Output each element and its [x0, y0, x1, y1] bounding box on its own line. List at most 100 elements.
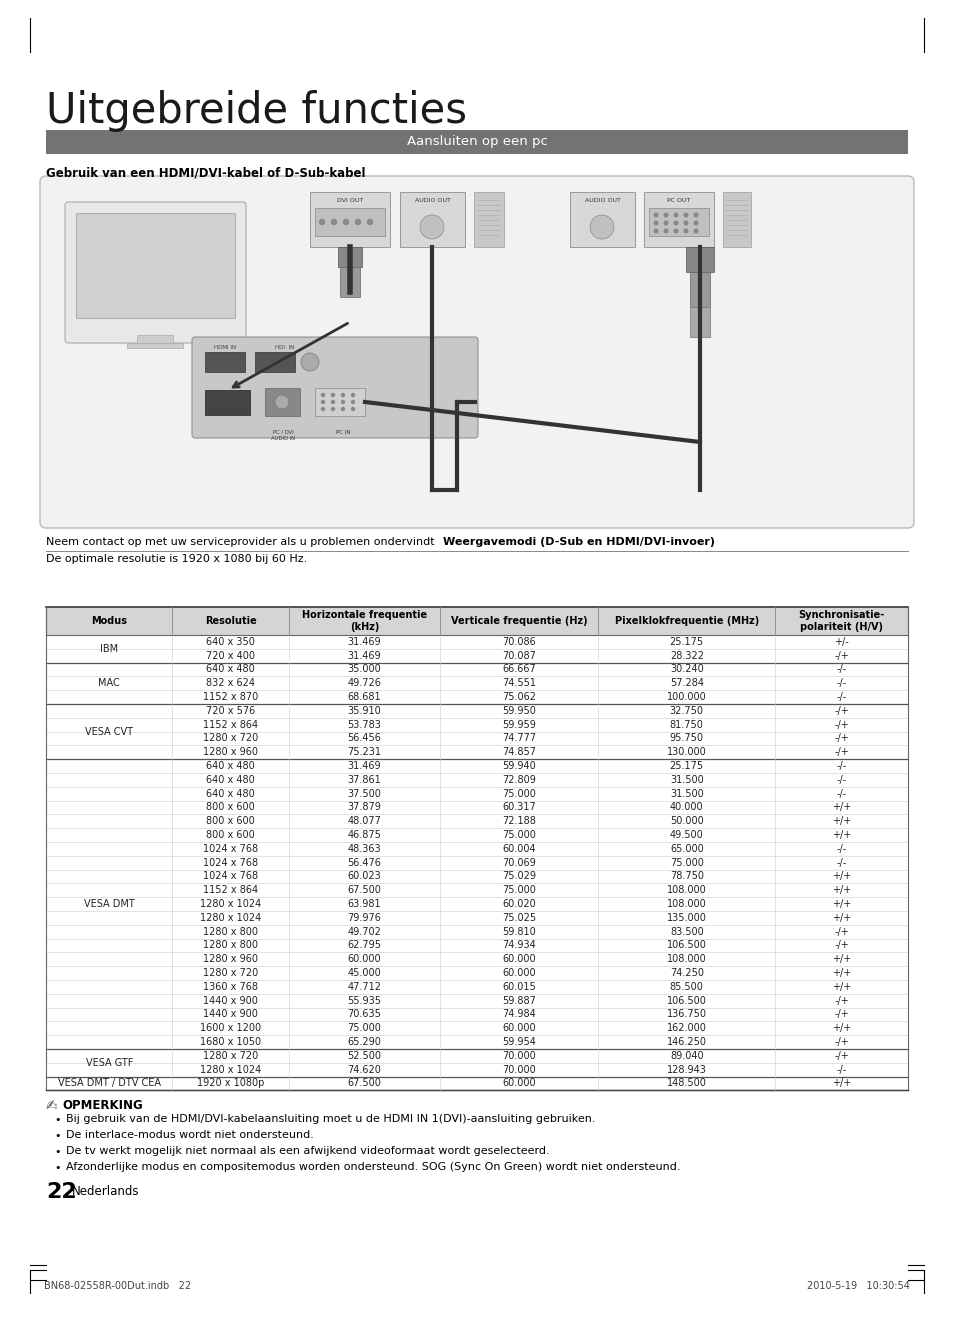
Text: ✍: ✍	[46, 1098, 57, 1112]
Text: 45.000: 45.000	[347, 968, 381, 978]
Text: 59.954: 59.954	[502, 1037, 536, 1048]
Bar	[46, 732, 907, 745]
Text: 47.712: 47.712	[347, 982, 381, 992]
Text: -/-: -/-	[836, 761, 846, 771]
Text: 53.783: 53.783	[347, 720, 381, 729]
Text: 1280 x 800: 1280 x 800	[203, 927, 257, 937]
Bar	[46, 1049, 907, 1063]
Circle shape	[319, 219, 324, 225]
Text: 66.667: 66.667	[502, 664, 536, 675]
Text: 52.500: 52.500	[347, 1052, 381, 1061]
Text: +/+: +/+	[831, 900, 850, 909]
Text: 31.469: 31.469	[347, 637, 381, 647]
Text: 640 x 350: 640 x 350	[206, 637, 254, 647]
Circle shape	[341, 407, 344, 411]
Text: 640 x 480: 640 x 480	[206, 664, 254, 675]
Text: +/+: +/+	[831, 968, 850, 978]
Text: 57.284: 57.284	[669, 678, 703, 688]
Bar	[46, 828, 907, 841]
Text: Nederlands: Nederlands	[71, 1185, 139, 1198]
Text: 74.934: 74.934	[502, 941, 536, 951]
Text: 59.950: 59.950	[502, 705, 536, 716]
Text: PC / DVI
AUDIO IN: PC / DVI AUDIO IN	[271, 431, 294, 441]
Text: VESA DMT: VESA DMT	[84, 900, 134, 909]
Text: VESA GTF: VESA GTF	[86, 1058, 132, 1067]
Bar	[46, 856, 907, 869]
Circle shape	[663, 213, 667, 217]
Circle shape	[674, 230, 677, 232]
Text: 1280 x 720: 1280 x 720	[203, 1052, 258, 1061]
Circle shape	[683, 221, 687, 225]
Bar	[46, 815, 907, 828]
Text: Bij gebruik van de HDMI/DVI-kabelaansluiting moet u de HDMI IN 1(DVI)-aansluitin: Bij gebruik van de HDMI/DVI-kabelaanslui…	[66, 1115, 595, 1124]
Bar	[46, 1008, 907, 1021]
Circle shape	[367, 219, 372, 225]
Circle shape	[683, 213, 687, 217]
Bar	[310, 192, 390, 247]
Text: 67.500: 67.500	[347, 1078, 381, 1089]
Text: OPMERKING: OPMERKING	[62, 1099, 143, 1112]
Text: 60.000: 60.000	[347, 954, 381, 964]
Text: 1280 x 720: 1280 x 720	[203, 968, 258, 978]
Circle shape	[351, 394, 355, 396]
Text: 70.069: 70.069	[502, 857, 536, 868]
Bar	[46, 787, 907, 801]
Text: Horizontale frequentie
(kHz): Horizontale frequentie (kHz)	[302, 610, 427, 631]
Bar	[314, 388, 365, 416]
Bar	[46, 897, 907, 911]
Circle shape	[694, 213, 697, 217]
Text: 72.809: 72.809	[502, 775, 536, 785]
Text: 31.500: 31.500	[669, 775, 703, 785]
Text: Pixelklokfrequentie (MHz): Pixelklokfrequentie (MHz)	[614, 616, 759, 626]
Bar	[474, 192, 503, 247]
Text: 37.500: 37.500	[347, 789, 381, 799]
Circle shape	[694, 221, 697, 225]
Bar	[46, 663, 907, 676]
Bar	[137, 336, 172, 343]
Text: 70.000: 70.000	[502, 1052, 536, 1061]
Bar	[569, 192, 635, 247]
Text: 75.000: 75.000	[502, 885, 536, 896]
Circle shape	[694, 230, 697, 232]
Bar	[46, 801, 907, 815]
Text: 70.087: 70.087	[502, 651, 536, 660]
Text: 60.020: 60.020	[502, 900, 536, 909]
Text: 1280 x 1024: 1280 x 1024	[200, 900, 261, 909]
Circle shape	[654, 230, 658, 232]
Text: 25.175: 25.175	[669, 637, 703, 647]
Text: 74.551: 74.551	[502, 678, 536, 688]
Text: 37.879: 37.879	[347, 802, 381, 812]
Text: 1920 x 1080p: 1920 x 1080p	[196, 1078, 264, 1089]
Circle shape	[331, 407, 335, 411]
Text: -/-: -/-	[836, 857, 846, 868]
Text: HDMI IN: HDMI IN	[213, 345, 235, 350]
Text: 56.456: 56.456	[347, 733, 381, 744]
Text: 37.861: 37.861	[347, 775, 381, 785]
Text: 1280 x 960: 1280 x 960	[203, 954, 257, 964]
Text: -/-: -/-	[836, 1065, 846, 1075]
Text: 67.500: 67.500	[347, 885, 381, 896]
Text: +/+: +/+	[831, 885, 850, 896]
Text: Modus: Modus	[91, 616, 127, 626]
Bar	[46, 1077, 907, 1090]
Bar	[46, 129, 907, 155]
Bar	[689, 272, 709, 306]
Text: Synchronisatie-
polariteit (H/V): Synchronisatie- polariteit (H/V)	[798, 610, 883, 631]
Text: 60.000: 60.000	[502, 1024, 536, 1033]
Text: 59.940: 59.940	[502, 761, 536, 771]
Text: 800 x 600: 800 x 600	[206, 802, 254, 812]
Bar	[643, 192, 713, 247]
Bar	[254, 351, 294, 373]
Text: 32.750: 32.750	[669, 705, 703, 716]
Circle shape	[341, 400, 344, 403]
Text: 148.500: 148.500	[666, 1078, 706, 1089]
Bar	[76, 213, 234, 318]
Bar	[339, 267, 359, 297]
Text: 146.250: 146.250	[666, 1037, 706, 1048]
Text: +/+: +/+	[831, 816, 850, 827]
Bar	[205, 351, 245, 373]
Text: MAC: MAC	[98, 678, 120, 688]
Text: 60.015: 60.015	[502, 982, 536, 992]
Text: HDI  IN: HDI IN	[275, 345, 294, 350]
Text: Neem contact op met uw serviceprovider als u problemen ondervindt: Neem contact op met uw serviceprovider a…	[46, 538, 437, 547]
